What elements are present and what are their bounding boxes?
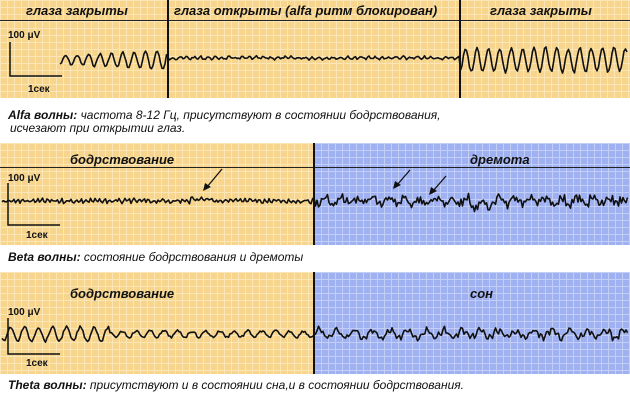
amplitude-scale-label: 100 μV bbox=[8, 173, 41, 184]
awake-segment bbox=[0, 143, 314, 245]
theta-eeg-trace bbox=[1, 318, 629, 355]
label-eyes-closed-2: глаза закрыты bbox=[490, 3, 592, 18]
alfa-description-2: исчезают при открытии глаз. bbox=[10, 121, 186, 135]
theta-panel: бодрствование сон 100 μV 1сек bbox=[0, 272, 630, 374]
alfa-term: Alfa волны: bbox=[8, 108, 78, 122]
divider bbox=[459, 0, 461, 98]
label-awake: бодрствование bbox=[70, 286, 175, 301]
eyes-open-segment bbox=[168, 0, 460, 98]
beta-description: состояние бодрствования и дремоты bbox=[80, 250, 304, 264]
sleep-segment bbox=[314, 272, 630, 374]
beta-caption: Beta волны: состояние бодрствования и др… bbox=[8, 250, 303, 264]
divider bbox=[313, 143, 315, 245]
alfa-panel: глаза закрыты глаза открыты (alfa ритм б… bbox=[0, 0, 630, 98]
theta-caption: Theta волны: присутствуют и в состоянии … bbox=[8, 378, 464, 392]
time-scale-label: 1сек bbox=[26, 358, 48, 369]
beta-term: Beta волны: bbox=[8, 250, 81, 264]
amplitude-scale-label: 100 μV bbox=[8, 307, 41, 318]
alfa-eeg-trace bbox=[9, 42, 628, 77]
label-awake: бодрствование bbox=[70, 152, 175, 167]
beta-header-line bbox=[0, 143, 630, 168]
beta-eeg-trace bbox=[1, 168, 629, 226]
alfa-caption: Alfa волны: частота 8-12 Гц, присутствую… bbox=[8, 108, 441, 122]
awake-segment bbox=[0, 272, 314, 374]
beta-panel: бодрствование дремота 100 μV 1сек bbox=[0, 143, 630, 245]
theta-term: Theta волны: bbox=[8, 378, 87, 392]
alfa-header-line bbox=[0, 0, 630, 21]
alfa-description: частота 8-12 Гц, присутствуют в состояни… bbox=[77, 108, 441, 122]
alfa-caption-line2: исчезают при открытии глаз. bbox=[10, 121, 185, 135]
time-scale-label: 1сек bbox=[26, 230, 48, 241]
arrow-icon bbox=[203, 168, 223, 191]
arrow-icon bbox=[429, 175, 447, 195]
theta-description: присутствуют и в состоянии сна,и в состо… bbox=[86, 378, 465, 392]
amplitude-scale-label: 100 μV bbox=[8, 30, 41, 41]
divider bbox=[313, 272, 315, 374]
label-eyes-open: глаза открыты (alfa ритм блокирован) bbox=[174, 3, 438, 18]
time-scale-label: 1сек bbox=[28, 84, 50, 95]
drowsy-segment bbox=[314, 143, 630, 245]
eyes-closed-segment-1 bbox=[0, 0, 168, 98]
label-sleep: сон bbox=[470, 286, 494, 301]
divider bbox=[167, 0, 169, 98]
label-eyes-closed-1: глаза закрыты bbox=[26, 3, 128, 18]
label-drowsy: дремота bbox=[470, 152, 530, 167]
arrow-icon bbox=[393, 169, 411, 189]
